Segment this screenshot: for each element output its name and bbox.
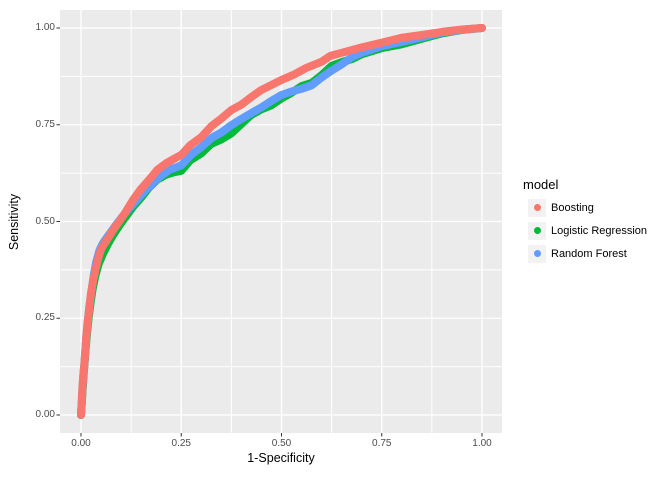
y-tick-label: 1.00 bbox=[35, 22, 55, 33]
y-axis-title: Sensitivity bbox=[7, 193, 21, 250]
x-tick-label: 0.00 bbox=[71, 438, 91, 449]
legend-label: Logistic Regression bbox=[551, 224, 647, 237]
y-tick-label: 0.75 bbox=[35, 118, 55, 130]
roc-curve-boosting bbox=[77, 24, 486, 419]
legend-key bbox=[528, 221, 546, 240]
legend-label: Random Forest bbox=[551, 247, 627, 260]
x-tick-label: 0.50 bbox=[271, 438, 292, 449]
legend-key bbox=[528, 244, 546, 263]
legend-item-random-forest: Random Forest bbox=[528, 242, 670, 265]
legend-title: model bbox=[523, 177, 559, 192]
legend-point-icon bbox=[533, 227, 541, 234]
legend-key bbox=[528, 198, 546, 217]
legend: model Boosting Logistic Regression Random … bbox=[520, 172, 670, 265]
x-tick-label: 0.25 bbox=[171, 438, 191, 449]
legend-point-icon bbox=[533, 204, 541, 211]
x-axis-title: 1-Specificity bbox=[247, 451, 315, 465]
legend-item-boosting: Boosting bbox=[528, 196, 670, 219]
x-tick-label: 1.00 bbox=[472, 438, 492, 449]
y-tick-label: 0.00 bbox=[35, 409, 55, 420]
x-tick-label: 0.75 bbox=[372, 438, 392, 449]
y-tick-label: 0.25 bbox=[35, 312, 55, 324]
legend-item-logistic-regression: Logistic Regression bbox=[528, 219, 670, 242]
legend-point-icon bbox=[533, 250, 541, 257]
y-tick-label: 0.50 bbox=[35, 215, 55, 227]
legend-items: Boosting Logistic Regression Random Forest bbox=[520, 196, 670, 265]
legend-label: Boosting bbox=[551, 201, 594, 214]
